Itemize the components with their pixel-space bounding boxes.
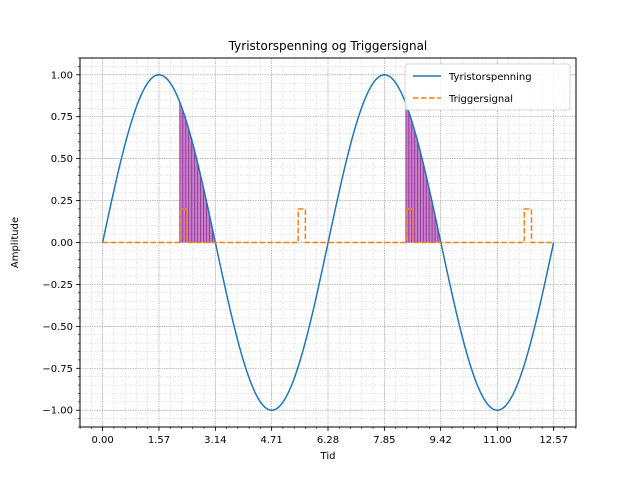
y-tick-label: 0.75 xyxy=(51,112,73,123)
x-axis-ticks: 0.00 1.57 3.14 4.71 6.28 7.85 9.42 11.00 12.57 xyxy=(79,427,577,446)
x-tick-label: 1.57 xyxy=(148,435,170,446)
y-tick-label: −0.25 xyxy=(42,280,73,291)
x-tick-label: 12.57 xyxy=(539,435,568,446)
legend-label: Tyristorspenning xyxy=(448,72,532,83)
y-tick-label: 1.00 xyxy=(51,70,73,81)
y-tick-label: 0.25 xyxy=(51,196,73,207)
x-tick-label: 6.28 xyxy=(317,435,339,446)
y-tick-label: −0.75 xyxy=(42,364,73,375)
legend-box xyxy=(404,63,571,111)
series-layer xyxy=(101,74,555,411)
x-tick-label: 3.14 xyxy=(204,435,226,446)
x-tick-label: 0.00 xyxy=(91,435,113,446)
y-axis-label: Amplitude xyxy=(10,217,21,268)
series-line-tyristorspenning xyxy=(101,74,555,411)
x-tick-label: 9.42 xyxy=(430,435,452,446)
chart-title: Tyristorspenning og Triggersignal xyxy=(228,39,428,53)
y-axis-ticks: −1.00 −0.75 −0.50 −0.25 0.00 0.25 0.50 0.75 1.00 xyxy=(42,57,80,428)
x-tick-label: 4.71 xyxy=(261,435,283,446)
legend: Tyristorspenning Triggersignal xyxy=(404,63,571,111)
x-axis-label: Tid xyxy=(320,451,336,462)
x-tick-label: 7.85 xyxy=(373,435,395,446)
y-tick-label: 0.50 xyxy=(51,154,73,165)
shaded-regions xyxy=(179,102,442,243)
legend-label: Triggersignal xyxy=(448,94,513,105)
y-tick-label: −1.00 xyxy=(42,406,73,417)
x-tick-label: 11.00 xyxy=(483,435,512,446)
y-tick-label: 0.00 xyxy=(51,238,73,249)
y-tick-label: −0.50 xyxy=(42,322,73,333)
series-line-triggersignal xyxy=(102,208,554,244)
